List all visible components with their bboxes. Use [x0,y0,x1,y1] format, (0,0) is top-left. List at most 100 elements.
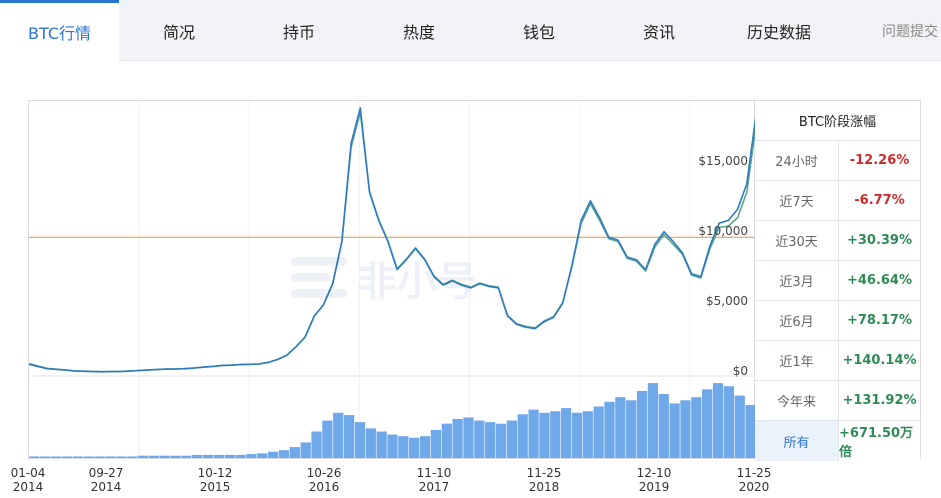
volume-bar [159,455,170,458]
period-row-3m[interactable]: 近3月 +46.64% [755,261,920,301]
volume-bar [550,411,561,458]
volume-bar [289,447,300,458]
x-tick-label: 10-26 2016 [306,466,342,494]
tab-submit-issue[interactable]: 问题提交 [882,23,938,40]
volume-bar [398,436,409,458]
volume-bar [680,400,691,458]
volume-bar [365,428,376,458]
volume-bar [322,420,333,458]
volume-bar [300,442,311,458]
volume-bar [61,456,73,458]
volume-bar [745,404,756,458]
volume-bar [463,417,474,458]
period-value: +46.64% [846,273,913,288]
tab-wallet[interactable]: 钱包 [522,22,555,42]
volume-bar [192,454,203,458]
volume-bar [517,414,528,458]
volume-bar [72,456,83,458]
period-label: 近1年 [755,341,839,380]
tab-overview[interactable]: 简况 [162,22,195,42]
volume-bar [116,456,127,458]
x-tick-label: 10-12 2015 [197,466,233,494]
volume-bar [441,423,452,458]
volume-bar [495,423,507,458]
period-row-7d[interactable]: 近7天 -6.77% [755,181,920,221]
volume-bar [430,429,442,458]
volume-bar [213,454,225,458]
volume-bar [105,456,116,458]
volume-bar [528,409,539,458]
volume-bar [419,436,431,458]
price-chart[interactable]: 非小号 $15,000 $10,000 $5,000 $0 [28,100,756,459]
volume-bar [94,456,105,458]
volume-bar [452,419,463,458]
volume-bar [268,451,279,458]
volume-bar [593,406,604,458]
volume-bar [626,400,637,458]
period-row-30d[interactable]: 近30天 +30.39% [755,221,920,261]
x-tick-label: 09-27 2014 [88,466,124,494]
tab-holdings[interactable]: 持币 [282,22,315,42]
volume-bar [126,456,138,458]
volume-bar [560,408,572,458]
volume-bar [409,437,420,458]
period-row-ytd[interactable]: 今年来 +131.92% [755,381,920,421]
period-label: 今年来 [755,381,839,420]
period-change-title: BTC阶段涨幅 [755,101,920,141]
period-label: 近6月 [755,301,839,340]
volume-bar [712,383,724,458]
volume-bar [376,431,387,458]
price-series-line [29,111,756,373]
period-label: 近3月 [755,261,839,300]
period-label: 近7天 [755,181,839,220]
volume-bar [224,454,235,458]
period-row-24h[interactable]: 24小时 -12.26% [755,141,920,181]
volume-bar [582,411,593,458]
period-label: 所有 [755,421,839,461]
volume-bar [235,454,246,458]
volume-bar [474,420,485,458]
volume-bar [333,412,344,458]
period-value: +140.14% [842,353,917,368]
period-value: -12.26% [849,153,910,168]
tab-popularity[interactable]: 热度 [402,22,435,42]
y-tick-label: $10,000 [698,224,748,238]
x-tick-label: 11-25 2018 [526,466,562,494]
tab-bar: BTC行情 简况 持币 热度 钱包 资讯 历史数据 问题提交 [0,0,941,61]
volume-bar [571,412,583,458]
volume-bar [485,422,496,458]
volume-bar [539,412,550,458]
volume-bar [387,434,398,458]
volume-bar [343,415,355,458]
x-tick-label: 12-10 2019 [636,466,672,494]
volume-bar [29,456,40,458]
volume-bar [202,454,214,458]
x-tick-label: 11-25 2020 [736,466,772,494]
volume-bar [636,390,648,458]
price-series-line [29,107,756,373]
volume-bar [170,455,181,458]
volume-bar [148,455,159,458]
period-value: +78.17% [846,313,913,328]
tab-history-data[interactable]: 历史数据 [746,22,811,42]
y-tick-label: $0 [732,364,748,378]
period-row-1y[interactable]: 近1年 +140.14% [755,341,920,381]
period-row-6m[interactable]: 近6月 +78.17% [755,301,920,341]
volume-bar [40,456,51,458]
price-chart-svg [29,101,756,458]
volume-bar [506,420,517,458]
volume-bar [723,386,734,458]
volume-bar [137,455,149,458]
y-tick-label: $5,000 [706,294,748,308]
volume-bar [691,397,702,458]
tab-btc-market[interactable]: BTC行情 [0,0,119,61]
volume-bar [257,453,268,458]
volume-bar [604,401,615,458]
period-change-table: BTC阶段涨幅 24小时 -12.26% 近7天 -6.77% 近30天 +30… [755,100,921,461]
period-row-all[interactable]: 所有 +671.50万倍 [755,421,920,461]
volume-bar [278,450,290,458]
volume-bar [246,454,257,458]
period-value: -6.77% [854,193,905,208]
volume-bar [83,456,94,458]
tab-news[interactable]: 资讯 [642,22,675,42]
